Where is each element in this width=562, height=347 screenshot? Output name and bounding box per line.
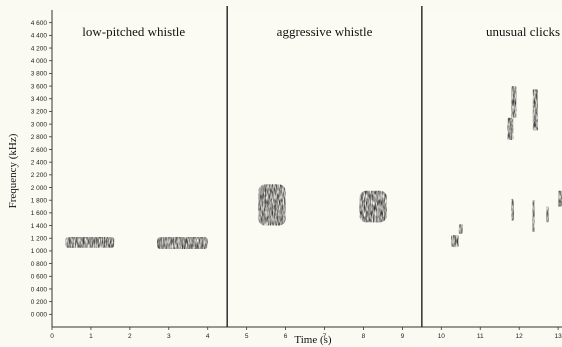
y-tick-label: 3 000	[31, 121, 48, 128]
y-tick-label: 4 200	[31, 45, 48, 52]
section-label-1: aggressive whistle	[277, 24, 373, 39]
y-tick-label: 0 200	[31, 299, 48, 306]
y-tick-label: 3 800	[31, 71, 48, 78]
x-tick-label: 4	[206, 333, 210, 340]
y-tick-label: 1 200	[31, 236, 48, 243]
section-label-0: low-pitched whistle	[82, 24, 185, 39]
x-tick-label: 8	[362, 333, 366, 340]
sound-event-1	[157, 236, 208, 250]
plot-area	[52, 10, 562, 327]
y-tick-label: 3 400	[31, 96, 48, 103]
x-axis-title: Time (s)	[294, 334, 332, 346]
sound-event-8	[532, 89, 538, 131]
y-tick-label: 4 400	[31, 33, 48, 40]
x-tick-label: 11	[477, 333, 484, 340]
y-tick-label: 2 200	[31, 172, 48, 179]
x-tick-label: 5	[245, 333, 249, 340]
x-tick-label: 6	[284, 333, 288, 340]
y-tick-label: 4 000	[31, 58, 48, 65]
x-tick-label: 7	[323, 333, 327, 340]
sound-event-10	[532, 200, 535, 232]
sound-event-9	[511, 198, 514, 221]
y-tick-label: 0 800	[31, 261, 48, 268]
y-tick-label: 0 600	[31, 274, 48, 281]
sound-event-2	[258, 184, 286, 226]
x-tick-label: 12	[516, 333, 524, 340]
sound-event-4	[451, 235, 459, 248]
x-tick-label: 3	[167, 333, 171, 340]
y-tick-label: 0 000	[31, 312, 48, 319]
sound-event-5	[458, 224, 463, 234]
sound-event-0	[65, 236, 115, 248]
y-tick-label: 2 800	[31, 134, 48, 141]
y-tick-label: 0 400	[31, 286, 48, 293]
x-tick-label: 0	[50, 333, 54, 340]
y-axis-title: Frequency (kHz)	[7, 133, 19, 208]
y-tick-label: 1 000	[31, 248, 48, 255]
sound-event-6	[507, 117, 514, 140]
sound-event-3	[359, 190, 387, 223]
y-tick-label: 4 600	[31, 20, 48, 27]
x-tick-label: 13	[554, 333, 562, 340]
section-label-2: unusual clicks	[486, 24, 560, 39]
sound-event-12	[558, 190, 562, 207]
y-tick-label: 3 200	[31, 109, 48, 116]
y-tick-label: 1 800	[31, 198, 48, 205]
y-tick-label: 2 600	[31, 147, 48, 154]
y-tick-label: 2 000	[31, 185, 48, 192]
sound-event-7	[511, 86, 517, 118]
x-tick-label: 1	[89, 333, 93, 340]
sound-event-11	[546, 206, 549, 223]
y-tick-label: 1 600	[31, 210, 48, 217]
y-tick-label: 3 600	[31, 83, 48, 90]
x-tick-label: 9	[401, 333, 405, 340]
x-tick-label: 10	[438, 333, 446, 340]
y-tick-label: 1 400	[31, 223, 48, 230]
y-tick-label: 2 400	[31, 159, 48, 166]
x-tick-label: 2	[128, 333, 132, 340]
